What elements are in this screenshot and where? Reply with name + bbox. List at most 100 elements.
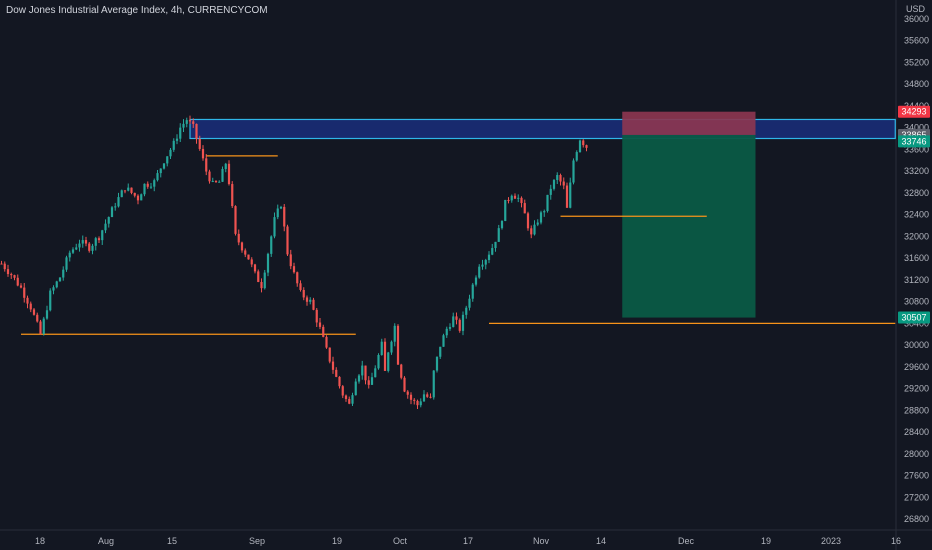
candle-body [491,248,494,255]
candle-body [377,355,380,369]
candle-body [289,254,292,267]
candle-body [517,197,520,199]
price-tag-30507 [898,311,930,324]
candle-body [530,228,533,235]
y-tick-label: 33600 [904,144,929,154]
candle-body [114,206,117,208]
short-position-stop-zone[interactable] [622,111,756,135]
candle-body [413,399,416,401]
candle-body [283,206,286,227]
y-tick-label: 32800 [904,188,929,198]
candle-body [81,240,84,244]
y-tick-label: 28000 [904,449,929,459]
candle-body [468,298,471,308]
candle-body [136,195,140,201]
candle-body [149,186,153,188]
candle-body [110,207,114,218]
candle-body [182,123,185,128]
candle-body [309,299,312,302]
candle-body [523,203,526,214]
candle-body [279,206,283,209]
price-tag-label: 34293 [901,107,926,117]
candle-body [328,347,331,362]
candle-body [374,368,377,378]
candle-body [565,185,569,208]
candle-body [335,369,338,377]
x-tick-label: Oct [393,536,408,546]
candle-body [52,287,55,291]
candle-body [338,376,341,387]
y-tick-label: 32000 [904,231,929,241]
candle-body [13,275,16,278]
candle-body [192,121,195,124]
candle-body [312,299,315,310]
candle-body [426,394,429,397]
candle-body [585,145,588,148]
candle-body [32,309,36,315]
price-tag-34293 [898,105,930,118]
candle-body [331,361,335,370]
candle-body [387,352,390,371]
candle-body [260,281,263,289]
x-tick-label: Sep [249,536,265,546]
candle-body [351,395,354,404]
short-position-target-zone[interactable] [622,134,756,318]
candle-body [159,168,162,174]
y-tick-label: 27600 [904,471,929,481]
candle-body [97,238,101,241]
candle-body [500,221,504,229]
candle-body [465,307,468,315]
candle-body [133,192,136,196]
candle-body [49,290,52,311]
candle-body [572,160,575,183]
candle-body [344,395,348,399]
candle-body [526,213,530,229]
candle-body [185,120,188,124]
candle-body [143,183,146,195]
candle-body [250,259,253,265]
candle-body [263,272,266,289]
candle-body [127,187,130,191]
price-tag-label: 33746 [901,136,926,146]
candle-body [302,289,305,298]
resistance-zone[interactable] [189,118,896,140]
candle-body [45,310,49,319]
candle-body [435,356,439,371]
candle-body [234,206,237,234]
candle-body [6,269,10,275]
candle-body [513,195,517,199]
x-tick-label: 18 [35,536,45,546]
candle-body [361,365,364,376]
candle-body [23,287,26,298]
candle-body [205,158,208,172]
candle-body [383,341,387,371]
y-tick-label: 26800 [904,514,929,524]
candle-body [504,199,507,222]
candle-body [117,197,120,207]
candle-body [153,180,156,187]
x-tick-label: 19 [761,536,771,546]
candle-body [543,211,546,213]
candle-body [429,396,432,398]
candle-body [78,243,81,248]
candle-body [270,236,273,254]
candle-body [88,243,91,251]
candle-body [29,303,32,310]
candle-body [0,263,3,265]
candle-body [65,257,68,270]
candle-body [393,325,396,342]
candle-body [36,314,39,322]
candle-body [84,240,88,244]
candle-body [179,127,182,139]
candle-body [130,187,133,193]
candle-body [364,365,367,381]
candle-body [552,180,556,189]
candle-body [257,271,260,282]
candle-body [458,319,461,331]
candle-body [169,149,172,157]
candle-body [575,152,578,161]
y-axis-unit-label: USD [906,4,926,14]
candle-body [487,254,491,261]
candle-body [533,224,536,235]
